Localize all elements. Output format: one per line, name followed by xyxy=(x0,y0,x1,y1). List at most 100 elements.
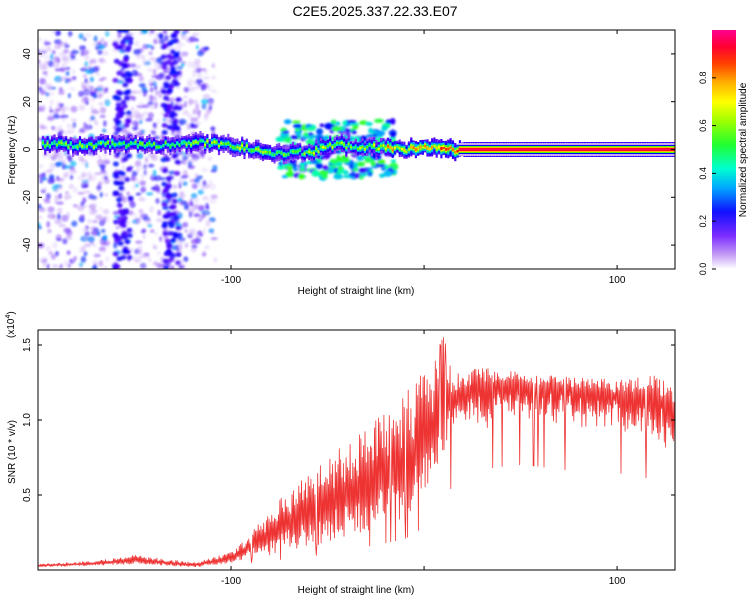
heatmap-blob xyxy=(282,130,290,134)
heatmap-speckle xyxy=(89,58,97,64)
heatmap-blob xyxy=(293,167,298,172)
heatmap-blob xyxy=(298,173,306,180)
heatmap-speckle xyxy=(114,203,118,207)
heatmap-speckle xyxy=(153,122,157,128)
heatmap-speckle xyxy=(77,175,85,181)
heatmap-speckle xyxy=(207,157,212,161)
snr-panel: -100 100 0.5 1.0 1.5 Height of straight line… xyxy=(5,311,676,596)
heatmap-speckle xyxy=(163,265,169,269)
heatmap-speckle xyxy=(141,89,149,93)
heatmap-speckle xyxy=(127,210,134,216)
heatmap-speckle xyxy=(123,30,130,33)
heatmap-speckle xyxy=(191,123,199,129)
heatmap-blob xyxy=(299,168,306,172)
heatmap-speckle xyxy=(127,195,134,201)
heatmap-speckle xyxy=(46,221,51,228)
heatmap-cell xyxy=(227,142,230,145)
heatmap-speckle xyxy=(133,220,140,225)
heatmap-cell xyxy=(407,148,410,151)
heatmap-speckle xyxy=(83,236,88,241)
heatmap-speckle xyxy=(48,250,53,256)
heatmap-blob xyxy=(321,172,328,180)
heatmap-y-tick-label: -20 xyxy=(22,190,33,205)
heatmap-speckle xyxy=(38,86,43,92)
heatmap-speckle xyxy=(120,99,127,105)
heatmap-speckle xyxy=(181,31,186,36)
heatmap-speckle xyxy=(116,30,123,33)
heatmap-cell xyxy=(391,148,394,152)
heatmap-speckle xyxy=(50,154,57,161)
heatmap-speckle xyxy=(195,45,199,50)
heatmap-cell xyxy=(127,143,130,147)
heatmap-speckle xyxy=(124,95,130,101)
heatmap-speckle xyxy=(183,256,189,263)
heatmap-speckle xyxy=(72,204,79,208)
heatmap-speckle xyxy=(103,159,111,165)
heatmap-speckle xyxy=(186,78,195,86)
heatmap-cell xyxy=(294,150,297,154)
heatmap-speckle xyxy=(169,39,176,44)
heatmap-blob xyxy=(292,123,303,129)
heatmap-speckle xyxy=(183,86,190,93)
heatmap-speckle xyxy=(172,184,178,189)
heatmap-cell xyxy=(95,144,98,147)
heatmap-cell xyxy=(139,141,142,145)
heatmap-speckle xyxy=(66,211,70,219)
heatmap-speckle xyxy=(146,192,154,196)
heatmap-blob xyxy=(300,163,305,170)
heatmap-speckle xyxy=(136,249,143,255)
heatmap-cell xyxy=(72,146,75,149)
heatmap-speckle xyxy=(40,125,48,130)
heatmap-speckle xyxy=(208,104,213,111)
heatmap-speckle xyxy=(122,82,129,88)
heatmap-speckle xyxy=(208,228,215,234)
heatmap-speckle xyxy=(138,255,144,259)
heatmap-speckle xyxy=(147,257,152,263)
heatmap-speckle xyxy=(83,94,88,101)
heatmap-cell xyxy=(393,146,397,150)
heatmap-speckle xyxy=(38,203,42,208)
heatmap-cell xyxy=(201,139,204,142)
heatmap-speckle xyxy=(207,85,212,92)
heatmap-speckle xyxy=(69,165,75,171)
heatmap-speckle xyxy=(210,75,217,80)
heatmap-speckle xyxy=(123,122,130,128)
heatmap-speckle xyxy=(47,82,53,90)
heatmap-speckle xyxy=(61,109,65,116)
heatmap-speckle xyxy=(115,37,120,44)
heatmap-speckle xyxy=(127,36,134,42)
heatmap-y-tick-label: 0 xyxy=(22,146,33,152)
heatmap-speckle xyxy=(65,229,73,237)
heatmap-speckle xyxy=(153,39,161,44)
heatmap-speckle xyxy=(98,57,105,63)
heatmap-cell xyxy=(440,147,443,151)
heatmap-speckle xyxy=(126,153,133,159)
heatmap-speckle xyxy=(134,183,139,188)
heatmap-speckle xyxy=(70,118,77,122)
snr-x-tick-label: 100 xyxy=(609,576,626,587)
heatmap-speckle xyxy=(183,204,190,210)
heatmap-speckle xyxy=(142,254,149,259)
heatmap-cell xyxy=(329,142,332,146)
heatmap-blob xyxy=(377,159,386,166)
heatmap-cell xyxy=(194,140,197,144)
heatmap-speckle xyxy=(188,211,193,218)
heatmap-speckle xyxy=(112,251,119,257)
heatmap-cell xyxy=(55,143,58,147)
heatmap-blob xyxy=(306,126,316,131)
heatmap-speckle xyxy=(104,193,109,197)
heatmap-cell xyxy=(442,147,445,149)
heatmap-cell xyxy=(46,142,49,145)
heatmap-speckle xyxy=(59,103,65,108)
heatmap-speckle xyxy=(192,108,199,115)
heatmap-speckle xyxy=(124,77,131,83)
heatmap-speckle xyxy=(98,248,107,253)
heatmap-speckle xyxy=(69,174,74,180)
heatmap-cell xyxy=(347,143,350,146)
heatmap-cell xyxy=(185,143,188,146)
heatmap-cell xyxy=(245,144,248,148)
heatmap-cell xyxy=(255,147,258,151)
heatmap-cell xyxy=(176,141,179,145)
heatmap-speckle xyxy=(61,56,68,62)
